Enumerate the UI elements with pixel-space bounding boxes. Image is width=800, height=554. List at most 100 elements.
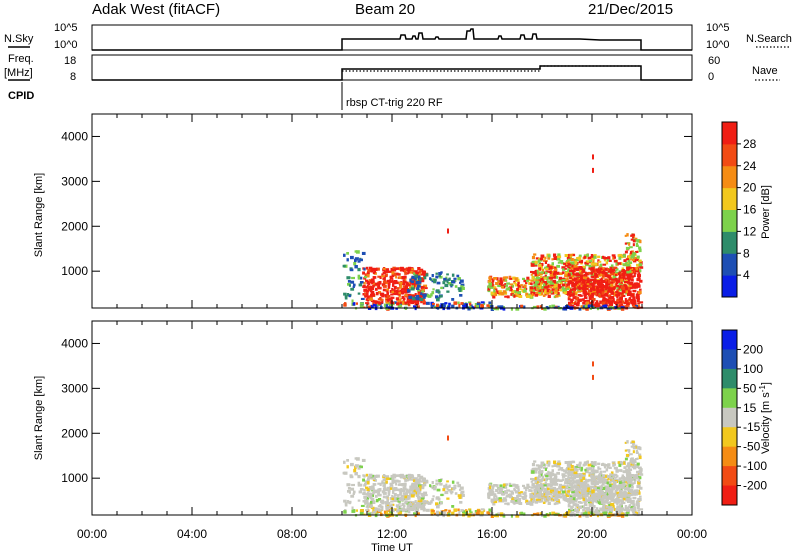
power-cell [436, 281, 441, 285]
velocity-cell [576, 474, 580, 478]
power-cell [367, 305, 371, 309]
velocity-cell [527, 485, 531, 488]
velocity-cell [420, 497, 425, 500]
power-cell [599, 300, 603, 304]
velocity-cell [586, 469, 589, 472]
velocity-cell [577, 493, 580, 497]
velocity-cell [615, 484, 618, 488]
power-cell [491, 282, 494, 286]
velocity-cell [407, 509, 410, 512]
power-cell [611, 254, 616, 257]
velocity-cell [580, 512, 584, 515]
velocity-cell [421, 477, 425, 481]
velocity-cell [617, 479, 621, 483]
velocity-cell [601, 498, 605, 502]
power-cell [594, 289, 598, 293]
velocity-cell [351, 483, 355, 487]
velocity-cell [632, 460, 637, 464]
velocity-cell [584, 511, 588, 515]
velocity-cell [561, 490, 566, 494]
velocity-cell [554, 496, 558, 500]
power-cell [556, 264, 560, 268]
velocity-cell [373, 476, 376, 480]
power-cell [372, 280, 375, 284]
power-cell [606, 259, 609, 262]
velocity-cell [615, 507, 618, 511]
velocity-cell [437, 503, 441, 506]
power-cell [585, 307, 589, 311]
velocity-cell [621, 474, 625, 478]
power-cell [549, 269, 553, 271]
velocity-cell [630, 445, 634, 448]
power-cell [574, 260, 578, 264]
power-cell [609, 273, 612, 277]
power-cell [391, 279, 394, 282]
velocity-cell [407, 496, 411, 500]
velocity-cell [426, 501, 429, 505]
power-cell [447, 282, 452, 285]
velocity-cell [553, 464, 557, 467]
power-cell [638, 272, 641, 276]
velocity-cell [504, 490, 507, 494]
power-cell [537, 259, 540, 263]
power-cell [547, 254, 551, 258]
power-cell [390, 293, 394, 296]
velocity-cell [392, 473, 396, 477]
velocity-cell [626, 477, 630, 481]
velocity-cell [618, 460, 623, 463]
power-cell [562, 289, 566, 292]
nave-tick-top: 60 [708, 55, 720, 67]
power-cell [420, 300, 423, 304]
power-cell [567, 280, 571, 285]
velocity-cell [452, 487, 456, 491]
velocity-cell [460, 492, 464, 496]
velocity-cell [547, 487, 551, 491]
power-cell [453, 301, 458, 305]
power-cell [624, 242, 628, 245]
power-cell [402, 302, 405, 305]
power-cell [391, 290, 394, 294]
power-cell [541, 286, 544, 289]
velocity-cell [416, 494, 420, 497]
velocity-cell [354, 457, 358, 460]
power-cell [556, 257, 560, 261]
power-cell [635, 242, 639, 246]
power-cell [620, 307, 625, 311]
power-cell [582, 305, 586, 308]
velocity-cell [584, 478, 587, 483]
power-cell [502, 290, 507, 294]
velocity-cell [538, 498, 542, 501]
velocity-cell [420, 507, 423, 511]
power-cell [538, 291, 542, 294]
power-cell [506, 295, 510, 299]
velocity-cell [631, 440, 635, 443]
power-cell [576, 257, 579, 260]
power-cell [515, 294, 519, 298]
velocity-cell [590, 478, 593, 482]
velocity-cell [634, 444, 638, 448]
power-cell [550, 286, 553, 289]
velocity-cell [572, 495, 577, 498]
power-cell [411, 300, 415, 304]
velocity-cell [497, 491, 501, 495]
power-cell [506, 287, 511, 291]
power-cell [569, 276, 572, 279]
cpid-label: CPID [8, 90, 34, 102]
velocity-cell [373, 479, 377, 482]
power-cell [423, 293, 427, 297]
velocity-cell [639, 446, 642, 451]
power-cell [385, 300, 389, 304]
velocity-cell [590, 499, 595, 502]
power-cell [412, 297, 416, 301]
velocity-cell [602, 462, 605, 466]
velocity-cell [448, 509, 451, 513]
power-cell [571, 284, 575, 288]
power-cell [497, 284, 501, 288]
power-cell [386, 294, 391, 298]
power-cell [567, 257, 571, 260]
power-cell [471, 305, 474, 309]
power-cell [595, 302, 599, 306]
colorbar-swatch [722, 187, 737, 210]
power-cell [534, 270, 537, 273]
velocity-cell [632, 500, 635, 504]
